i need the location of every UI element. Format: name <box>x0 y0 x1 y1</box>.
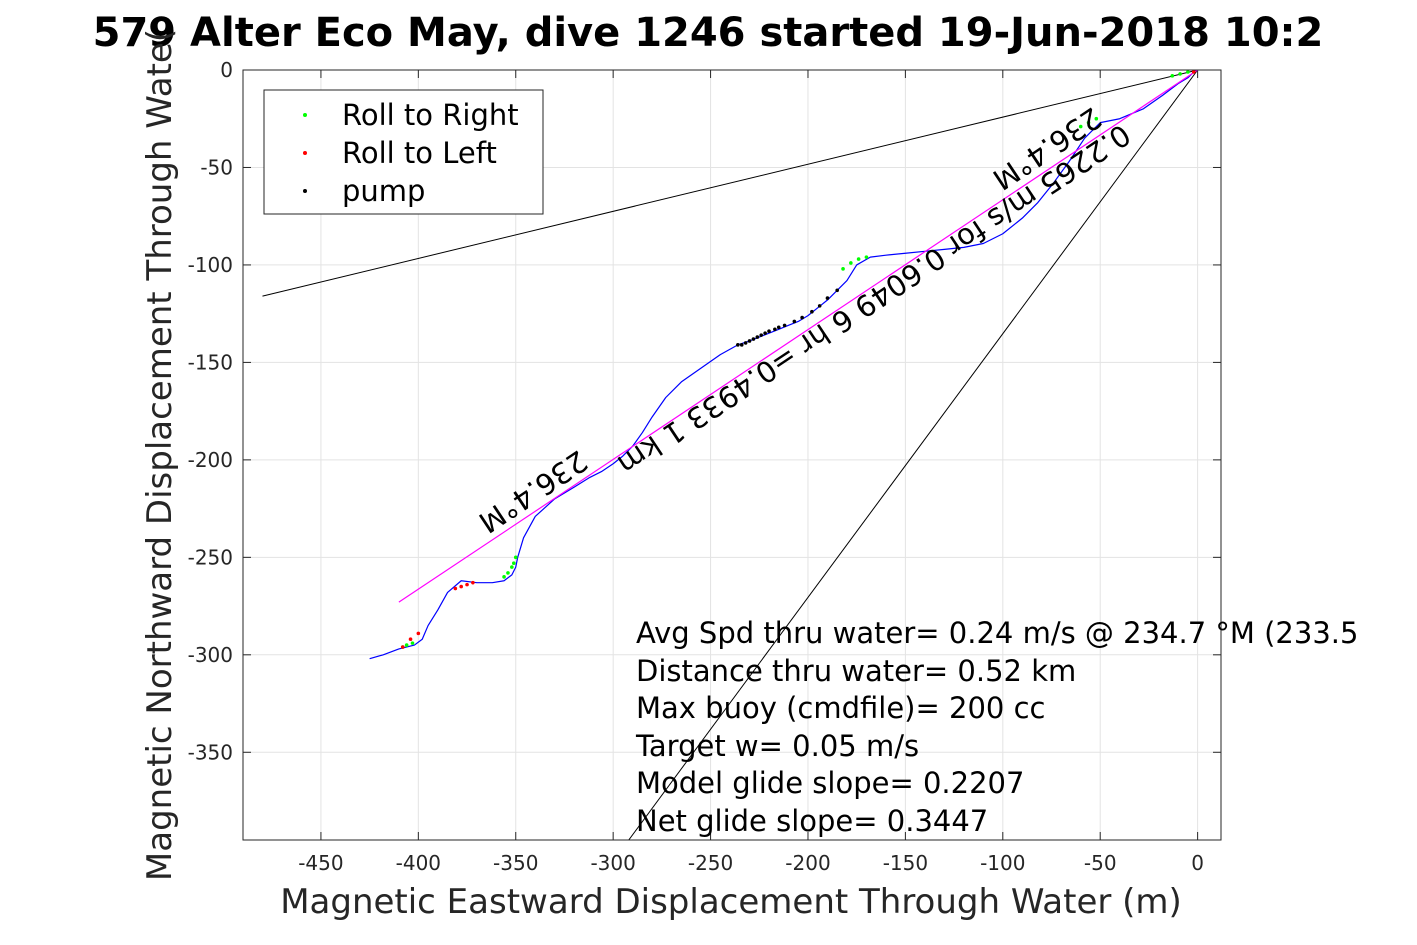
x-tick-label: -150 <box>883 851 928 875</box>
marker-pump <box>800 315 804 320</box>
marker-roll-right <box>404 643 409 647</box>
plot-frame <box>242 69 1222 841</box>
marker-pump <box>776 325 781 330</box>
x-tick-label: -450 <box>298 851 343 875</box>
x-tick-label: -350 <box>493 851 538 875</box>
marker-roll-left <box>408 637 413 642</box>
annotation-avg-speed: Avg Spd thru water= 0.24 m/s @ 234.7 °M … <box>636 616 1358 650</box>
y-tick-label: 0 <box>220 58 233 82</box>
x-tick-label: -200 <box>785 851 830 875</box>
stats-annotations: Avg Spd thru water= 0.24 m/s @ 234.7 °M … <box>635 616 1358 838</box>
marker-roll-left <box>453 586 458 591</box>
marker-pump <box>751 337 756 341</box>
marker-roll-right <box>1170 74 1175 78</box>
marker-pump <box>739 343 744 347</box>
marker-roll-right <box>1086 120 1091 125</box>
marker-layer <box>400 70 1196 649</box>
marker-pump <box>817 304 822 308</box>
chart-title: 579 Alter Eco May, dive 1246 started 19-… <box>93 10 1324 56</box>
annotation-net-glide: Net glide slope= 0.3447 <box>636 804 988 838</box>
marker-pump <box>759 333 764 337</box>
marker-pump <box>767 329 771 334</box>
marker-roll-right <box>410 641 415 645</box>
y-tick-label: -200 <box>188 448 233 472</box>
x-tick-label: -300 <box>590 851 635 875</box>
annotation-target-w: Target w= 0.05 m/s <box>635 729 919 763</box>
y-axis-label: Magnetic Northward Displacement Through … <box>140 29 180 881</box>
marker-roll-right <box>1094 116 1099 121</box>
marker-roll-right <box>864 255 869 259</box>
guide-lines <box>262 70 1199 840</box>
y-tick-label: -50 <box>200 155 233 179</box>
marker-roll-right <box>506 571 510 575</box>
marker-roll-left <box>471 580 475 585</box>
marker-roll-left <box>465 582 469 587</box>
marker-roll-right <box>1178 72 1182 76</box>
guide-line <box>262 70 1198 297</box>
annotation-max-buoy: Max buoy (cmdfile)= 200 cc <box>636 691 1045 725</box>
legend-marker-roll-left <box>303 151 307 155</box>
marker-roll-right <box>512 561 516 565</box>
marker-pump <box>835 288 840 293</box>
marker-roll-left <box>416 631 421 636</box>
marker-roll-right <box>510 565 514 569</box>
marker-pump <box>736 343 740 347</box>
marker-roll-right <box>1186 70 1190 74</box>
legend-marker-pump <box>303 189 307 193</box>
x-tick-label: -50 <box>1084 851 1117 875</box>
marker-roll-right <box>841 267 845 271</box>
marker-roll-left <box>1191 70 1196 74</box>
legend-label-roll-left: Roll to Left <box>342 136 497 170</box>
marker-roll-left <box>400 645 405 649</box>
x-axis-label: Magnetic Eastward Displacement Through W… <box>280 882 1182 922</box>
y-tick-label: -100 <box>188 253 233 277</box>
marker-roll-right <box>513 555 518 560</box>
y-tick-label: -300 <box>188 643 233 667</box>
x-tick-label: 0 <box>1191 851 1204 875</box>
legend: Roll to Right Roll to Left pump <box>263 89 544 215</box>
annotation-distance: Distance thru water= 0.52 km <box>636 654 1076 688</box>
marker-roll-right <box>502 575 506 579</box>
marker-pump <box>782 323 787 328</box>
x-tick-label: -400 <box>396 851 441 875</box>
legend-marker-roll-right <box>303 113 307 117</box>
guide-line <box>628 70 1199 840</box>
y-tick-label: -350 <box>188 740 233 764</box>
marker-pump <box>755 335 760 339</box>
axis-ticks: -450 -400 -350 -300 -250 -200 -150 -100 -50 0 0 -50… <box>188 58 1221 875</box>
marker-pump <box>825 296 830 300</box>
annotation-model-glide: Model glide slope= 0.2207 <box>636 766 1024 800</box>
x-tick-label: -250 <box>688 851 733 875</box>
marker-roll-right <box>849 261 853 265</box>
marker-pump <box>763 331 767 335</box>
marker-roll-left <box>459 584 463 589</box>
x-tick-label: -100 <box>980 851 1025 875</box>
legend-box <box>263 89 544 215</box>
marker-pump <box>747 339 752 343</box>
marker-pump <box>773 327 777 332</box>
series-net-course <box>398 70 1198 603</box>
marker-pump <box>743 341 748 345</box>
marker-roll-right <box>1078 124 1083 129</box>
y-tick-label: -150 <box>188 350 233 374</box>
y-tick-label: -250 <box>188 545 233 569</box>
legend-label-pump: pump <box>342 174 425 208</box>
marker-roll-right <box>856 257 861 261</box>
legend-label-roll-right: Roll to Right <box>342 98 519 132</box>
marker-pump <box>810 309 814 314</box>
marker-pump <box>792 319 797 324</box>
